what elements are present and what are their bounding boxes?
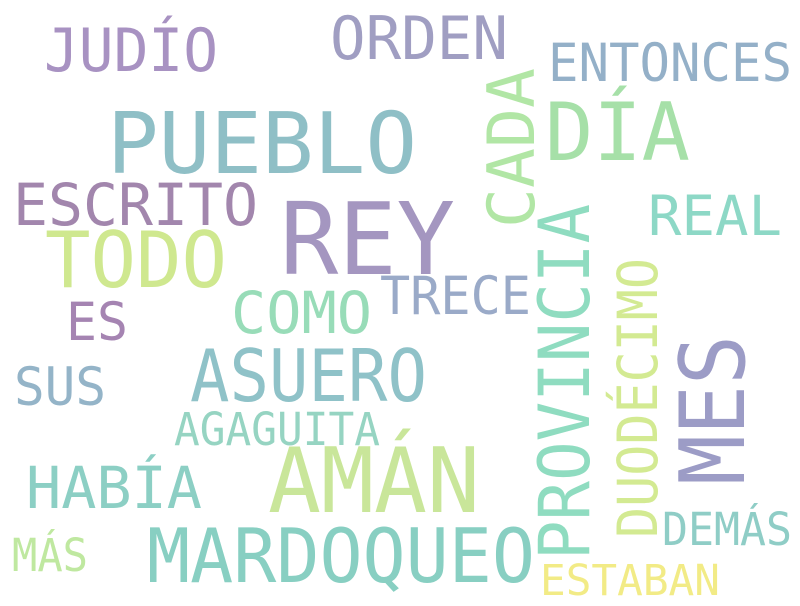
- word-como: COMO: [231, 280, 372, 348]
- word-demas: DEMÁS: [662, 502, 792, 556]
- word-sus: SUS: [14, 356, 106, 418]
- word-judio: JUDÍO: [44, 15, 218, 86]
- word-agaguita: AGAGUITA: [174, 402, 380, 456]
- word-trece: TRECE: [380, 265, 531, 327]
- word-dia: DÍA: [545, 86, 690, 180]
- word-mas: MÁS: [12, 528, 88, 582]
- word-duodecimo: DUODÉCIMO: [606, 258, 671, 538]
- word-real: REAL: [648, 184, 782, 249]
- word-rey: REY: [280, 181, 455, 298]
- word-orden: ORDEN: [330, 3, 508, 74]
- word-escrito: ESCRITO: [13, 172, 258, 240]
- word-cada: CADA: [475, 67, 551, 228]
- word-es: ES: [66, 291, 128, 353]
- word-mardoqueo: MARDOQUEO: [147, 512, 535, 600]
- word-provincia: PROVINCIA: [523, 204, 606, 560]
- word-pueblo: PUEBLO: [107, 94, 417, 194]
- word-entonces: ENTONCES: [548, 32, 792, 94]
- word-habia: HABÍA: [26, 455, 202, 523]
- word-asuero: ASUERO: [190, 335, 427, 420]
- word-mes: MES: [661, 335, 767, 485]
- word-estaban: ESTABAN: [540, 556, 720, 606]
- word-aman: AMÁN: [268, 429, 480, 535]
- word-todo: TODO: [45, 215, 227, 306]
